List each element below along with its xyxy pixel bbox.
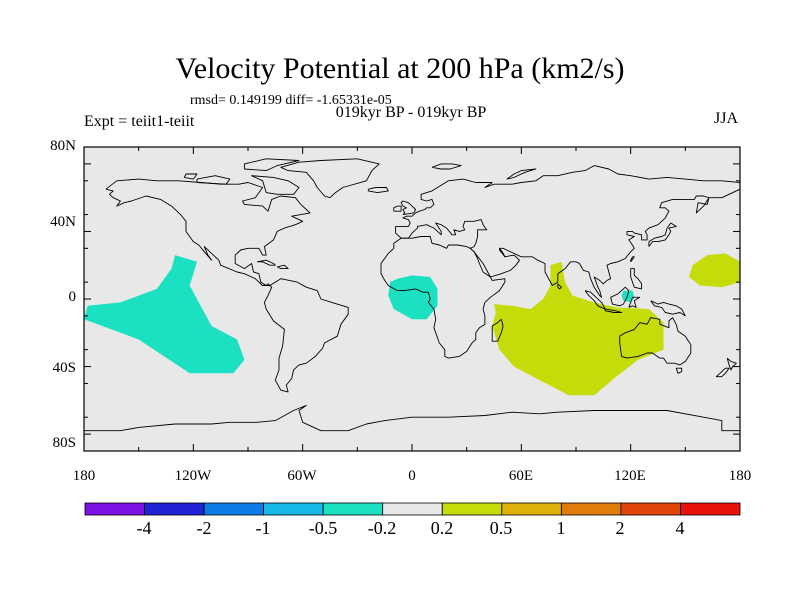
coastline-ellesmere-island <box>243 158 300 172</box>
coastline-baffin-island <box>251 175 300 195</box>
coastline-antarctica <box>84 404 740 432</box>
west-pacific-positive-region <box>689 253 740 288</box>
colorbar-label: -0.5 <box>308 518 338 538</box>
lat-tick-label: 0 <box>68 289 77 305</box>
colorbar-swatch <box>501 502 562 516</box>
coastline-tasmania <box>675 367 683 374</box>
coastline-madagascar <box>491 318 504 342</box>
coastline-north-america <box>105 178 311 286</box>
coastline-taiwan <box>630 256 635 263</box>
colorbar-swatch <box>84 502 145 516</box>
colorbar-label: 0.5 <box>489 518 513 538</box>
coastline-svalbard <box>431 163 462 170</box>
lat-tick-label: 40N <box>50 214 76 230</box>
colorbar-label: -2 <box>196 518 212 538</box>
colorbar-label: 1 <box>556 518 566 538</box>
lat-tick-label: 80N <box>50 138 76 154</box>
lat-tick-label: 80S <box>52 435 76 451</box>
lat-tick-label: 40S <box>52 360 76 376</box>
coastline-eurasia <box>395 165 740 298</box>
period-subtitle: 019kyr BP - 019kyr BP <box>335 104 487 121</box>
colorbar-swatch <box>680 502 741 516</box>
indian-ocean-positive-region <box>492 261 664 396</box>
coastline-victoria-island <box>196 175 231 185</box>
coastline-novaya-zemlya <box>506 168 537 180</box>
colorbar-label: 4 <box>675 518 685 538</box>
colorbar-label: -1 <box>255 518 271 538</box>
coastline-new-zealand-south <box>715 367 730 378</box>
experiment-label: Expt = teiit1-teiit <box>84 113 195 130</box>
west-africa-negative-region <box>388 275 438 320</box>
colorbar-swatch <box>382 502 443 516</box>
lon-tick-label: 120W <box>174 468 212 484</box>
coastline-japan <box>648 222 677 247</box>
colorbar-swatch <box>322 502 384 516</box>
lon-tick-label: 180 <box>72 468 96 484</box>
colorbar-label: 0.2 <box>430 518 454 538</box>
coastline-sri-lanka <box>557 283 562 290</box>
coastline-australia <box>619 317 692 366</box>
coastline-cuba <box>257 259 276 266</box>
colorbar-label: -4 <box>136 518 152 538</box>
figure-title: Velocity Potential at 200 hPa (km2/s) <box>175 52 625 85</box>
lon-tick-label: 0 <box>408 468 416 484</box>
rmsd-diff-stats: rmsd= 0.149199 diff= -1.65331e-05 <box>190 93 392 108</box>
colorbar-label: 2 <box>615 518 625 538</box>
coastline-hispaniola <box>277 264 289 270</box>
lon-tick-label: 120E <box>614 468 646 484</box>
coastline-africa <box>380 236 506 359</box>
coastline-ireland <box>393 205 402 212</box>
coastline-sumatra <box>584 290 606 310</box>
lon-tick-label: 180 <box>728 468 752 484</box>
coastline-borneo <box>610 286 630 307</box>
coastline-iceland <box>367 187 389 194</box>
coastline-new-guinea <box>650 300 686 317</box>
coastline-sulawesi <box>628 296 641 308</box>
colorbar-swatch <box>144 502 205 516</box>
colorbar-swatch <box>263 502 324 516</box>
coastline-great-britain <box>400 200 417 216</box>
coastline-south-america <box>263 278 349 393</box>
coastline-java <box>604 308 623 313</box>
coastline-new-zealand-north <box>726 357 737 371</box>
colorbar-label: -0.2 <box>367 518 397 538</box>
coastline-banks-island <box>183 173 198 180</box>
coastline-greenland <box>280 158 380 199</box>
lon-tick-label: 60W <box>287 468 317 484</box>
east-pacific-negative-region <box>84 255 245 374</box>
season-label: JJA <box>714 110 739 127</box>
colorbar-swatch <box>620 502 681 516</box>
maritime-continent-negative-region <box>621 290 635 303</box>
colorbar-swatch <box>441 502 503 516</box>
coastline-arabian-peninsula-gulf <box>499 248 506 258</box>
lon-tick-label: 60E <box>508 468 534 484</box>
colorbar-swatch <box>561 502 622 516</box>
coastline-philippines <box>630 268 643 290</box>
colorbar-swatch <box>203 502 265 516</box>
